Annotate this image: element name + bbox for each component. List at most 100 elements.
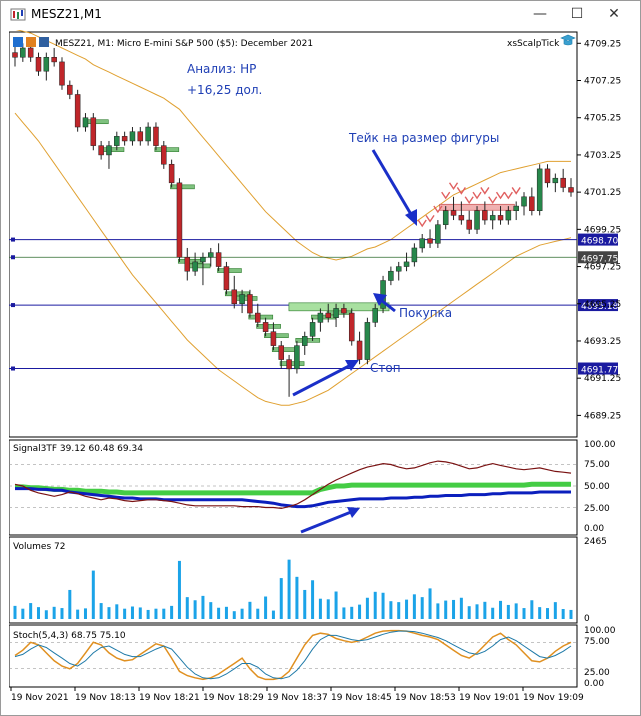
candle-body <box>364 322 371 360</box>
candle-body <box>294 345 300 370</box>
level-price-tag <box>578 251 618 264</box>
buy-arrow <box>380 298 396 313</box>
volume-bar <box>68 589 72 619</box>
upper-band-line <box>15 30 571 261</box>
candle-body <box>529 196 535 211</box>
stop-arrowhead <box>345 360 359 371</box>
volume-bar <box>193 600 197 619</box>
volume-bar <box>561 609 565 619</box>
stop-annotation: Стоп <box>370 361 401 375</box>
volume-bar <box>154 608 158 619</box>
depth-icon[interactable] <box>39 37 49 47</box>
candle-body <box>317 312 324 323</box>
take-arrow <box>371 149 414 217</box>
candle-body <box>129 131 136 142</box>
volume-bar <box>350 606 354 619</box>
candle-body <box>98 145 104 156</box>
one-click-icon[interactable] <box>26 37 36 47</box>
scalp-box <box>271 347 297 352</box>
volume-bar <box>115 604 119 619</box>
chart-area[interactable]: 4698.70 4697.75 4695.18 4691.77 4709.25 4707… <box>9 30 632 712</box>
volume-bar <box>506 604 510 619</box>
candle-body <box>403 261 410 267</box>
time-label: 19 Nov 18:53 <box>395 693 456 703</box>
candle-body <box>356 340 363 360</box>
price-label: 4691.25 <box>584 374 621 384</box>
candle-body <box>513 205 519 211</box>
stoch-scale-25: 25.00 <box>584 668 610 678</box>
candle-body <box>231 289 238 305</box>
volume-bar <box>428 588 432 619</box>
candle-body <box>442 210 449 225</box>
signal-scale-0: 0.00 <box>584 524 604 534</box>
take-mark-arrow <box>433 205 443 214</box>
candle-body <box>505 210 512 221</box>
candle-body <box>301 336 308 346</box>
candle-body <box>450 210 457 216</box>
price-label: 4695.25 <box>584 300 621 310</box>
volumes-panel <box>9 536 578 624</box>
minimize-button[interactable]: — <box>533 6 547 22</box>
candle-body <box>255 312 261 323</box>
volume-bar <box>287 559 291 619</box>
level-price-tag <box>578 362 618 375</box>
stoch-main-line <box>14 629 572 681</box>
close-button[interactable]: ✕ <box>608 6 620 22</box>
take-mark-arrow <box>488 196 498 205</box>
volume-bar <box>546 608 550 619</box>
volume-bar <box>162 608 166 619</box>
volume-bar <box>389 601 393 619</box>
maximize-button[interactable]: ☐ <box>570 6 584 22</box>
chart-header: MESZ21, M1: Micro E-mini S&P 500 ($5): D… <box>55 39 313 49</box>
candle-body <box>90 117 97 146</box>
candle-body <box>372 308 378 323</box>
volume-bar <box>123 608 127 619</box>
take-marks <box>417 182 521 228</box>
candle-body <box>247 294 253 314</box>
candle-body <box>482 210 488 221</box>
take-mark-arrow <box>511 187 521 195</box>
volume-bar <box>514 603 518 619</box>
candle-body <box>223 266 230 291</box>
signal-green-line <box>15 481 571 496</box>
signal-scale: 100.00 75.00 50.00 25.00 0.00 <box>584 440 616 534</box>
candle-body <box>427 238 433 244</box>
candle-body <box>466 219 472 230</box>
scalp-box <box>154 147 180 152</box>
take-mark-arrow <box>417 219 427 228</box>
candle-body <box>411 247 418 263</box>
time-label: 19 Nov 18:13 <box>75 693 136 703</box>
volume-bar <box>522 608 526 619</box>
candle-body <box>536 168 543 211</box>
take-mark-arrow <box>448 182 459 191</box>
buy-sell-icon[interactable] <box>13 37 23 47</box>
volume-bar <box>303 589 307 619</box>
candle-body <box>153 126 159 146</box>
candle-body <box>419 238 425 249</box>
analysis-line2: +16,25 дол. <box>187 83 262 97</box>
title-bar[interactable]: MESZ21,M1 — ☐ ✕ <box>1 1 640 28</box>
scalp-box <box>264 333 289 338</box>
price-label: 4701.25 <box>584 188 621 198</box>
time-label: 19 Nov 18:21 <box>139 693 200 703</box>
volume-bar <box>240 608 244 619</box>
take-annotation: Тейк на размер фигуры <box>348 131 499 145</box>
volume-bar <box>334 591 338 619</box>
take-mark-arrow <box>480 187 490 195</box>
signal-red-line <box>14 460 572 510</box>
price-panel <box>9 31 578 438</box>
candle-body <box>309 322 316 337</box>
candle-body <box>497 215 504 221</box>
volumes-scale-min: 0 <box>584 614 590 624</box>
candle-body <box>20 47 26 58</box>
take-mark-arrow <box>503 191 513 200</box>
signal-arrow-line <box>300 510 352 534</box>
level-marker <box>11 237 15 242</box>
stop-arrow <box>292 364 350 397</box>
stoch-scale-75: 75.00 <box>584 637 610 647</box>
candle-body <box>341 308 347 314</box>
volume-bar <box>170 605 174 619</box>
volume-bar <box>318 598 322 619</box>
scalp-box <box>279 361 305 366</box>
volume-bar <box>405 599 409 619</box>
